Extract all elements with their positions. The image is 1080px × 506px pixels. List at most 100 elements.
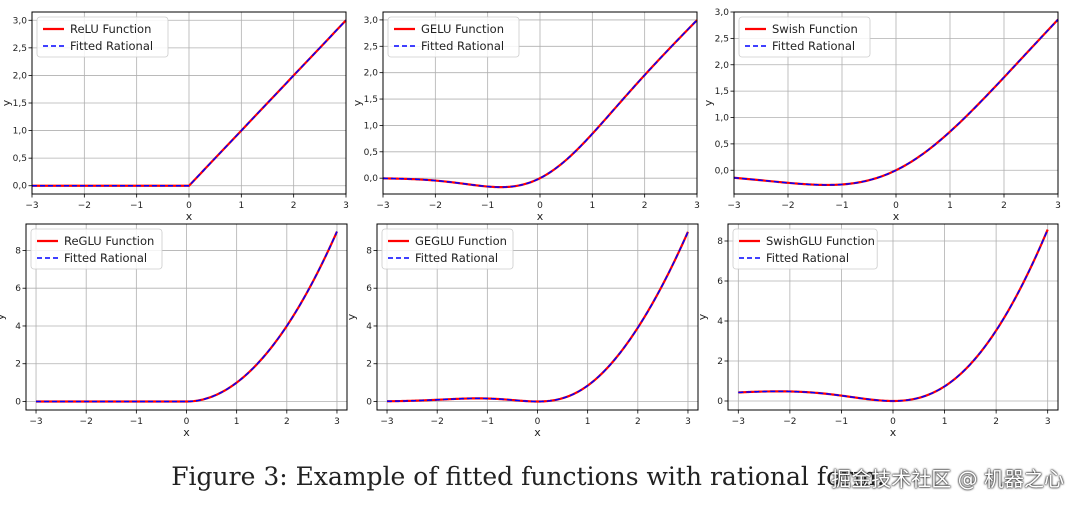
chart-panel-relu: −3 −2 −1 0 1 2 3 0,0 0,5 1,0 1,5 2,0 2,5 3,0 x y ReLU Fu… bbox=[0, 11, 349, 223]
y-tick-label: 6 bbox=[15, 284, 21, 294]
x-tick-label: 3 bbox=[694, 201, 700, 211]
x-tick-label: 0 bbox=[184, 417, 190, 427]
y-tick-label: 2,5 bbox=[13, 44, 27, 54]
x-tick-label: −3 bbox=[25, 201, 38, 211]
legend-label: Swish Function bbox=[772, 22, 858, 36]
legend-label: Fitted Rational bbox=[70, 39, 153, 53]
y-tick-label: 1,0 bbox=[715, 114, 730, 124]
y-tick-label: 1,5 bbox=[715, 87, 729, 97]
legend-box bbox=[36, 16, 169, 58]
chart-panel-reglu: −3 −2 −1 0 1 2 3 0 2 4 6 8 x y ReGLU Function Fitted Ra… bbox=[0, 223, 348, 439]
legend-label: Fitted Rational bbox=[64, 251, 147, 265]
x-axis-label: x bbox=[890, 426, 897, 439]
legend-label: ReGLU Function bbox=[64, 234, 154, 248]
y-tick-label: 4 bbox=[717, 317, 723, 327]
y-axis-label: y bbox=[0, 99, 13, 106]
legend-box bbox=[381, 228, 514, 270]
legend-box bbox=[387, 16, 520, 58]
legend-label: GELU Function bbox=[421, 22, 504, 36]
legend-label: ReLU Function bbox=[70, 22, 151, 36]
y-tick-label: 3,0 bbox=[715, 8, 730, 18]
x-tick-label: 2 bbox=[1001, 201, 1007, 211]
y-tick-label: 0,0 bbox=[13, 182, 28, 192]
x-tick-label: 2 bbox=[291, 201, 297, 211]
x-tick-label: 0 bbox=[537, 201, 543, 211]
x-tick-label: −2 bbox=[80, 417, 93, 427]
y-tick-label: 0,5 bbox=[364, 148, 378, 158]
axes-frame bbox=[31, 11, 347, 195]
x-tick-label: −1 bbox=[481, 201, 494, 211]
y-tick-label: 0 bbox=[366, 398, 372, 408]
legend: ReGLU Function Fitted Rational bbox=[30, 228, 163, 270]
x-tick-label: 1 bbox=[585, 417, 591, 427]
y-tick-label: 8 bbox=[717, 237, 723, 247]
series-line-fitted bbox=[382, 19, 698, 188]
chart-panel-geglu: −3 −2 −1 0 1 2 3 0 2 4 6 8 x y GEGLU Function Fitted Ra… bbox=[345, 223, 699, 439]
y-tick-label: 3,0 bbox=[13, 16, 28, 26]
legend-box bbox=[738, 16, 871, 58]
x-tick-label: 1 bbox=[238, 201, 244, 211]
series-line-fitted bbox=[36, 231, 338, 403]
x-tick-label: 1 bbox=[234, 417, 240, 427]
legend: ReLU Function Fitted Rational bbox=[36, 16, 169, 58]
y-tick-label: 2 bbox=[15, 360, 21, 370]
y-tick-label: 0 bbox=[717, 397, 723, 407]
axes-frame bbox=[733, 11, 1059, 195]
x-tick-label: −2 bbox=[429, 201, 442, 211]
y-tick-label: 0,0 bbox=[364, 174, 379, 184]
y-tick-label: 2,5 bbox=[364, 42, 378, 52]
x-tick-label: 2 bbox=[993, 417, 999, 427]
y-tick-label: 4 bbox=[366, 322, 372, 332]
y-tick-label: 0,5 bbox=[715, 140, 729, 150]
x-tick-label: 3 bbox=[685, 417, 691, 427]
figure-caption: Figure 3: Example of fitted functions wi… bbox=[171, 462, 885, 491]
legend: Swish Function Fitted Rational bbox=[738, 16, 871, 58]
x-tick-label: −2 bbox=[431, 417, 444, 427]
x-tick-label: −2 bbox=[781, 201, 794, 211]
axes-frame bbox=[25, 223, 348, 411]
y-tick-label: 6 bbox=[366, 284, 372, 294]
chart-panel-swishglu: −3 −2 −1 0 1 2 3 0 2 4 6 8 x y SwishGLU Function Fitted… bbox=[696, 223, 1059, 439]
y-tick-label: 2 bbox=[366, 360, 372, 370]
x-axis-label: x bbox=[537, 210, 544, 223]
chart-panel-gelu: −3 −2 −1 0 1 2 3 0,0 0,5 1,0 1,5 2,0 2,5 3,0 x y GELU Fu… bbox=[351, 11, 700, 223]
y-tick-label: 4 bbox=[15, 322, 21, 332]
y-tick-label: 1,5 bbox=[364, 95, 378, 105]
axes-frame bbox=[376, 223, 699, 411]
legend-label: Fitted Rational bbox=[421, 39, 504, 53]
y-tick-label: 6 bbox=[717, 277, 723, 287]
legend-label: Fitted Rational bbox=[415, 251, 498, 265]
x-tick-label: −3 bbox=[727, 201, 740, 211]
x-tick-label: 3 bbox=[334, 417, 340, 427]
watermark: 掘金技术社区 @ 机器之心 bbox=[831, 467, 1064, 491]
x-tick-label: −3 bbox=[29, 417, 42, 427]
x-tick-label: 3 bbox=[343, 201, 349, 211]
x-tick-label: 0 bbox=[535, 417, 541, 427]
x-tick-label: −1 bbox=[835, 417, 848, 427]
y-axis-label: y bbox=[702, 99, 715, 106]
y-tick-label: 1,5 bbox=[13, 99, 27, 109]
legend: GEGLU Function Fitted Rational bbox=[381, 228, 514, 270]
x-tick-label: 0 bbox=[186, 201, 192, 211]
y-tick-label: 2,0 bbox=[13, 71, 28, 81]
series-line-fitted bbox=[733, 18, 1059, 186]
x-tick-label: 2 bbox=[635, 417, 641, 427]
x-tick-label: −1 bbox=[481, 417, 494, 427]
chart-panel-swish: −3 −2 −1 0 1 2 3 0,0 0,5 1,0 1,5 2,0 2,5 3,0 x y Swish F… bbox=[702, 8, 1061, 223]
y-tick-label: 2,0 bbox=[364, 69, 379, 79]
legend-label: GEGLU Function bbox=[415, 234, 507, 248]
y-tick-label: 8 bbox=[15, 246, 21, 256]
y-tick-label: 1,0 bbox=[13, 127, 28, 137]
x-tick-label: −2 bbox=[78, 201, 91, 211]
y-tick-label: 3,0 bbox=[364, 16, 379, 26]
x-tick-label: 2 bbox=[642, 201, 648, 211]
x-tick-label: −3 bbox=[380, 417, 393, 427]
legend-box bbox=[30, 228, 163, 270]
y-tick-label: 0,5 bbox=[13, 154, 27, 164]
y-tick-label: 1,0 bbox=[364, 121, 379, 131]
series-line-fitted bbox=[387, 231, 689, 403]
x-axis-label: x bbox=[893, 210, 900, 223]
x-tick-label: 0 bbox=[893, 201, 899, 211]
legend: SwishGLU Function Fitted Rational bbox=[732, 228, 878, 270]
